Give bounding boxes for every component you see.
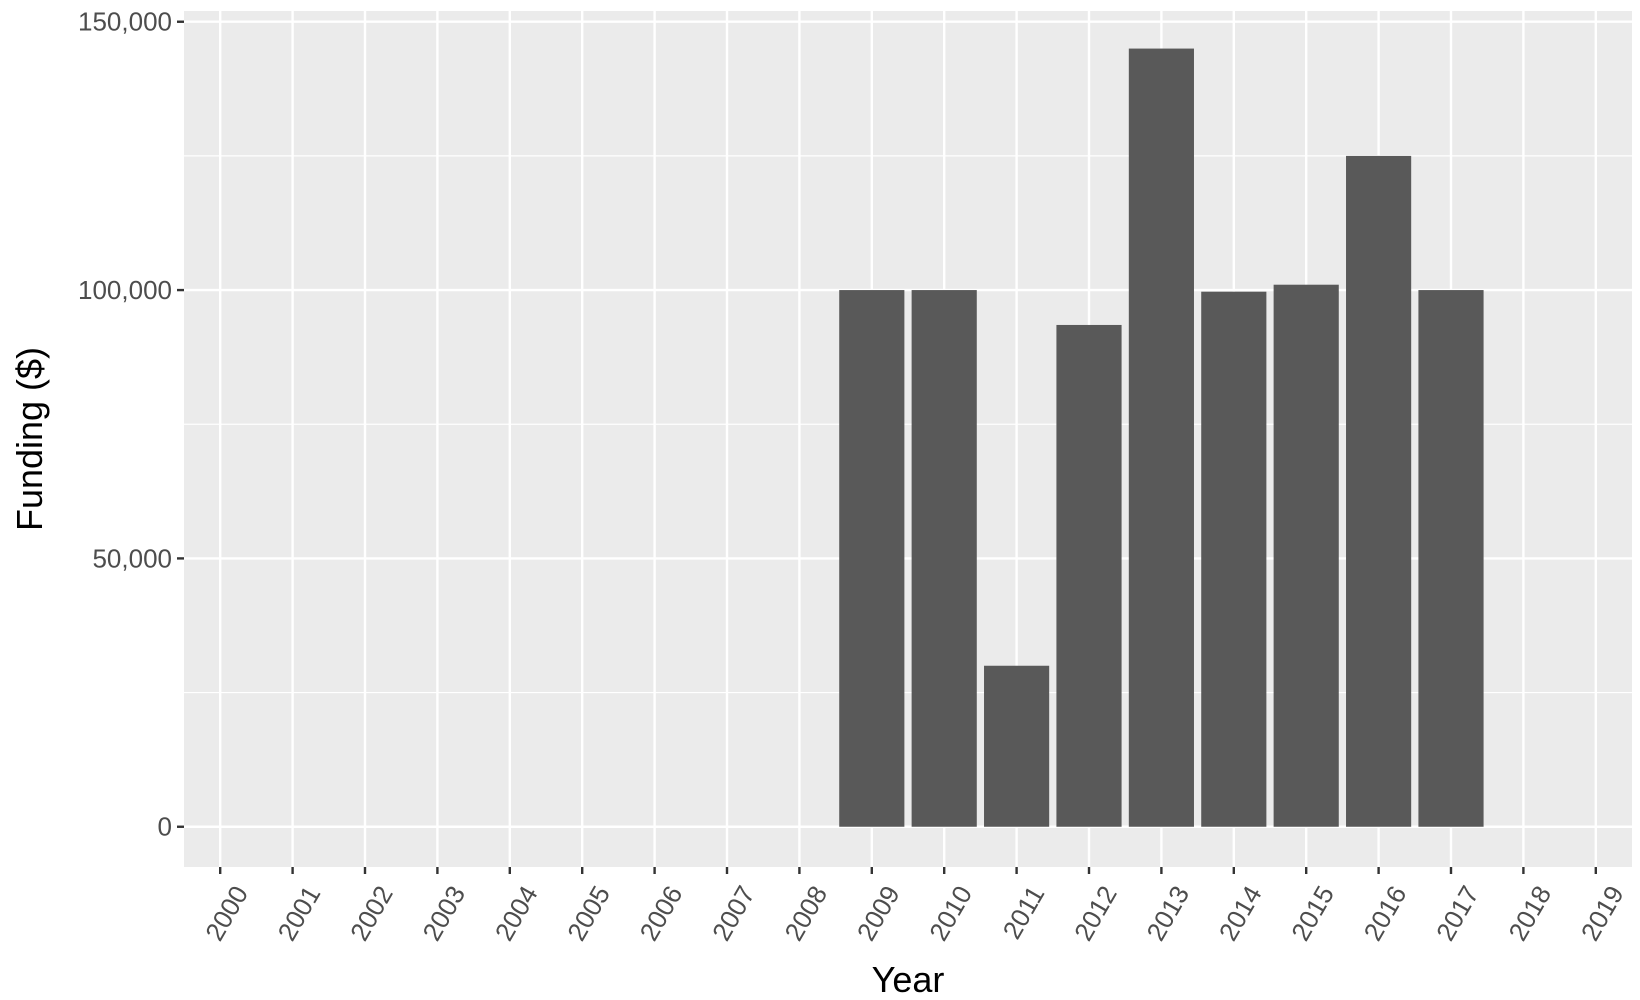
y-tick-label: 50,000 — [92, 543, 172, 573]
x-tick-label: 2001 — [272, 881, 327, 946]
x-tick-label: 2011 — [996, 881, 1050, 944]
bar-2010 — [911, 290, 977, 827]
bar-2017 — [1418, 290, 1484, 827]
y-axis: 0 50,000 100,000 150,000 — [78, 7, 184, 842]
y-tick-label: 0 — [158, 812, 172, 842]
x-tick-label: 2019 — [1575, 881, 1630, 946]
x-tick-label: 2008 — [778, 881, 833, 946]
bar-2012 — [1056, 324, 1122, 827]
bars — [839, 48, 1484, 827]
y-tick-label: 100,000 — [78, 275, 172, 305]
x-tick-label: 2013 — [1140, 881, 1195, 946]
y-axis-title: Funding ($) — [9, 347, 50, 531]
x-tick-label: 2004 — [489, 881, 544, 946]
bar-2011 — [984, 665, 1050, 827]
x-tick-label: 2017 — [1430, 881, 1485, 946]
bar-2015 — [1273, 284, 1339, 827]
bar-2009 — [839, 290, 905, 827]
x-tick-label: 2014 — [1213, 881, 1268, 946]
bar-2013 — [1128, 48, 1194, 827]
x-tick-label: 2016 — [1358, 881, 1413, 946]
x-tick-label: 2012 — [1068, 881, 1123, 946]
x-tick-label: 2002 — [344, 881, 399, 946]
x-tick-label: 2009 — [851, 881, 906, 946]
x-tick-label: 2007 — [706, 881, 761, 946]
x-tick-label: 2000 — [199, 881, 254, 946]
plot-panel — [184, 11, 1632, 867]
x-axis: 2000 2001 2002 2003 2004 2005 2006 2007 2008 2009… — [199, 867, 1630, 946]
x-axis-title: Year — [872, 959, 945, 1000]
bar-2016 — [1346, 155, 1412, 827]
x-tick-label: 2006 — [634, 881, 689, 946]
x-tick-label: 2018 — [1502, 881, 1557, 946]
x-tick-label: 2005 — [561, 881, 616, 946]
x-tick-label: 2010 — [923, 881, 978, 946]
x-tick-label: 2003 — [416, 881, 471, 946]
x-tick-label: 2015 — [1285, 881, 1340, 946]
bar-2014 — [1201, 291, 1267, 827]
y-tick-label: 150,000 — [78, 7, 172, 37]
